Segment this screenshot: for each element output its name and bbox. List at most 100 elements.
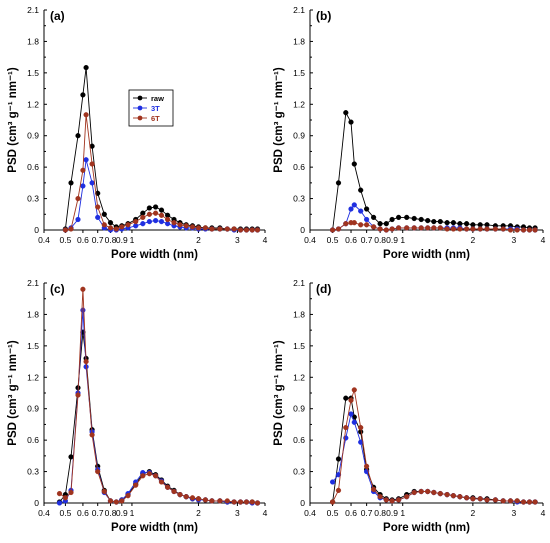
data-point [101,222,107,228]
data-point [425,488,431,495]
data-point [348,411,354,417]
x-axis-title: Pore width (nm) [383,249,470,261]
data-point [396,497,402,503]
data-point [80,92,86,98]
data-point [351,419,357,425]
data-point [209,226,215,232]
y-tick-label: 1.2 [27,372,39,382]
data-point [83,64,89,71]
data-point [202,497,209,503]
y-tick-label: 0.3 [293,467,305,477]
y-tick-label: 0.3 [27,467,39,477]
data-point [343,110,349,116]
x-tick-label: 2 [470,508,475,518]
data-point [351,202,357,208]
series-line [59,310,258,504]
data-point [520,499,527,505]
data-point [140,214,146,221]
data-point [335,472,342,478]
data-point [237,499,244,505]
data-point [330,479,336,485]
data-point [243,499,250,505]
data-point [492,226,499,232]
data-point [532,499,538,505]
x-tick-label: 0.6 [345,235,357,245]
data-point [75,196,81,202]
x-axis-title: Pore width (nm) [111,522,198,534]
y-tick-label: 1.8 [27,36,39,46]
data-point [364,463,370,469]
data-point [330,227,336,233]
data-point [189,495,196,501]
y-axis-title: PSD (cm³ g⁻¹ nm⁻¹) [273,67,285,173]
data-point [389,216,395,223]
data-point [177,492,183,498]
data-point [343,425,349,431]
y-tick-label: 0 [300,225,305,235]
data-point [477,496,483,502]
x-tick-label: 0.4 [38,508,50,518]
data-point [437,491,443,497]
data-point [80,307,86,313]
y-tick-label: 0.9 [27,404,39,414]
data-point [464,495,470,501]
data-point [377,221,383,227]
x-axis-title: Pore width (nm) [383,522,470,534]
legend-marker [137,95,143,101]
data-point [348,119,354,125]
data-point [243,227,250,233]
data-point [358,187,364,193]
y-tick-label: 1.2 [27,99,39,109]
series-6t [330,387,538,505]
y-tick-label: 1.2 [293,99,305,109]
data-point [351,220,357,226]
data-point [153,210,159,216]
chart-panel-3: 00.30.60.91.21.51.82.10.4 0.5 0.6 0.7 0.8 0.9… [7,278,268,534]
data-point [101,211,107,217]
data-point [464,226,470,232]
data-point [231,499,237,505]
data-point [140,473,146,479]
data-point [444,226,450,232]
data-point [249,499,255,505]
data-point [425,225,431,231]
data-point [146,205,153,211]
data-point [364,222,370,228]
x-tick-label: 0.4 [38,235,50,245]
data-point [343,395,349,401]
data-point [209,498,215,504]
x-tick-label: 0.6 [345,508,357,518]
data-point [224,498,230,504]
x-tick-label: 4 [263,235,268,245]
y-tick-label: 2.1 [293,278,305,288]
y-tick-label: 1.5 [27,68,39,78]
series-3t [56,307,261,506]
data-point [500,226,506,232]
panel-label: (d) [316,282,331,296]
data-point [80,167,86,173]
data-point [411,215,417,222]
data-point [383,227,389,233]
x-tick-label: 1 [130,235,135,245]
series-line [332,397,536,503]
data-point [520,227,527,233]
y-tick-label: 0.9 [27,131,39,141]
data-point [146,219,153,225]
x-tick-label: 0.8 [374,235,386,245]
data-point [450,226,457,232]
data-point [89,161,95,167]
data-point [418,488,424,495]
data-point [411,489,417,496]
data-point [418,225,424,231]
data-point [113,226,119,232]
x-tick-label: 2 [196,508,201,518]
data-point [153,473,159,479]
x-tick-label: 0.7 [361,508,373,518]
series-line [332,111,536,231]
x-tick-label: 4 [541,508,546,518]
data-point [153,218,159,224]
data-point [95,214,101,221]
data-point [396,225,402,231]
data-point [526,499,533,505]
data-point [457,226,463,232]
